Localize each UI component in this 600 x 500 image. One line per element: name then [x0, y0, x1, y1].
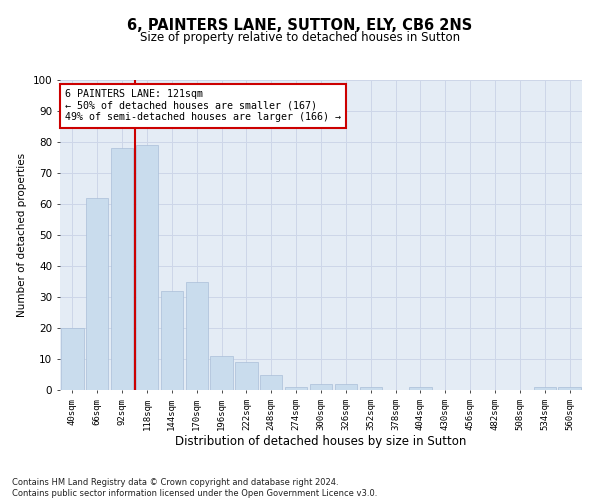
Bar [533, 387, 556, 390]
Text: 6 PAINTERS LANE: 121sqm
← 50% of detached houses are smaller (167)
49% of semi-d: 6 PAINTERS LANE: 121sqm ← 50% of detache… [65, 90, 341, 122]
Bar [359, 387, 382, 390]
X-axis label: Distribution of detached houses by size in Sutton: Distribution of detached houses by size … [175, 436, 467, 448]
Bar [211, 356, 233, 390]
Bar [235, 362, 257, 390]
Bar [310, 384, 332, 390]
Bar [260, 374, 283, 390]
Bar [136, 145, 158, 390]
Bar [86, 198, 109, 390]
Bar [61, 328, 83, 390]
Text: Size of property relative to detached houses in Sutton: Size of property relative to detached ho… [140, 31, 460, 44]
Bar [559, 387, 581, 390]
Bar [185, 282, 208, 390]
Text: 6, PAINTERS LANE, SUTTON, ELY, CB6 2NS: 6, PAINTERS LANE, SUTTON, ELY, CB6 2NS [127, 18, 473, 32]
Bar [161, 291, 183, 390]
Bar [111, 148, 133, 390]
Bar [285, 387, 307, 390]
Text: Contains HM Land Registry data © Crown copyright and database right 2024.
Contai: Contains HM Land Registry data © Crown c… [12, 478, 377, 498]
Bar [409, 387, 431, 390]
Bar [335, 384, 357, 390]
Y-axis label: Number of detached properties: Number of detached properties [17, 153, 27, 317]
